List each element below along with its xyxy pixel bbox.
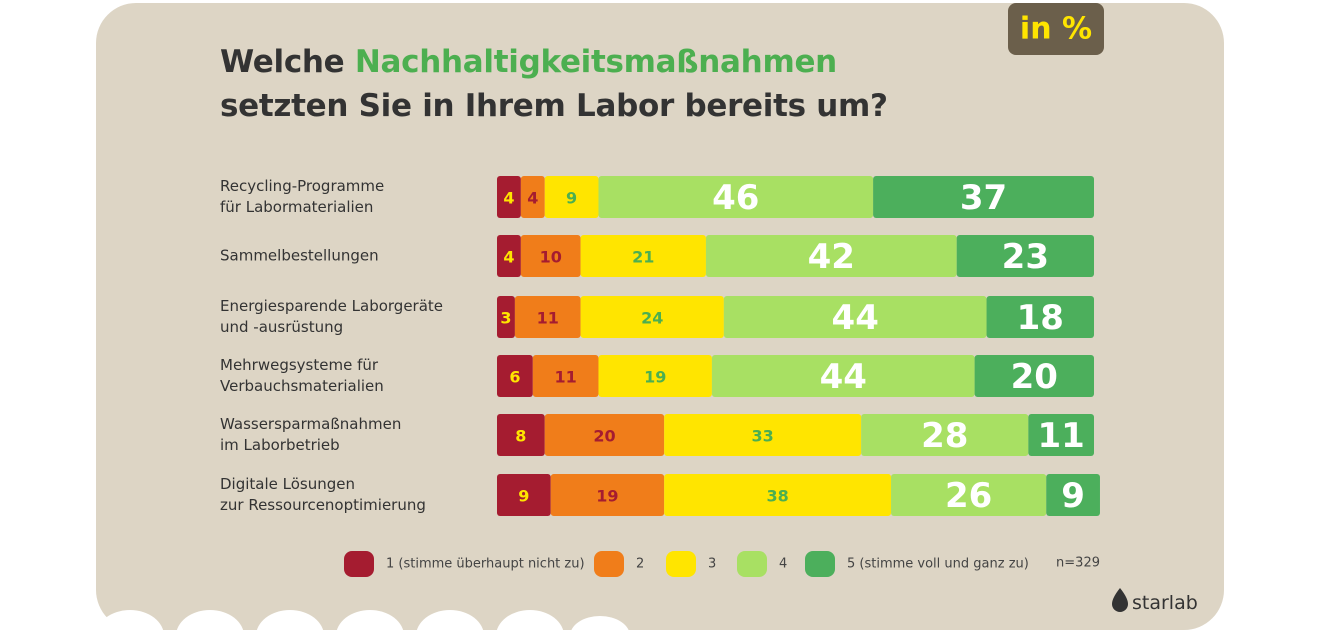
title-part: Welche [220,44,355,80]
category-label: Energiesparende Laborgeräte und -ausrüst… [220,297,444,336]
value-label: 20 [593,427,615,446]
legend-label: 4 [779,557,787,572]
value-label: 6 [509,368,520,387]
bar-segment [580,235,706,277]
bar-segment [520,235,581,277]
legend-swatch [666,551,696,577]
value-label: 18 [1017,298,1064,338]
value-label: 42 [808,237,855,277]
value-label: 10 [540,248,562,267]
value-label: 37 [960,178,1007,218]
legend-swatch [594,551,624,577]
badge [1008,3,1104,55]
value-label: 19 [644,368,666,387]
value-label: 23 [1002,237,1049,277]
value-label: 4 [527,189,538,208]
value-label: 44 [832,298,879,338]
bar-segment [532,355,599,397]
value-label: 21 [632,248,654,267]
bar-segment [544,414,665,456]
bar-segment [520,176,545,218]
bar-segment [497,355,533,397]
value-label: 46 [712,178,759,218]
value-label: 4 [503,189,514,208]
bar-segment [580,296,724,338]
bar-segment [497,296,515,338]
bar-segment [598,176,874,218]
value-label: 38 [766,487,788,506]
category-label: Digitale Lösungen zur Ressourcenoptimier… [220,475,426,514]
value-label: 11 [555,368,577,387]
logo-icon [1112,588,1128,612]
bar-segment [1046,474,1100,516]
bar-segment [514,296,581,338]
value-label: 33 [752,427,774,446]
value-label: 44 [820,357,867,397]
value-label: 28 [921,416,968,456]
value-label: 9 [1061,476,1085,516]
bar-segment [891,474,1047,516]
unit-badge: in % [1020,12,1092,47]
value-label: 9 [566,189,577,208]
legend-swatch [805,551,835,577]
bar-segment [711,355,975,397]
bar-segment [723,296,987,338]
bar-segment [664,474,892,516]
brand: starlab [1132,592,1198,614]
bar-segment [873,176,1094,218]
category-label: Sammelbestellungen [220,246,379,265]
legend-label: 3 [708,557,716,572]
bar-segment [974,355,1094,397]
bar-segment [598,355,712,397]
value-label: 24 [641,309,663,328]
category-label: Mehrwegsysteme für Verbauchsmaterialien [220,356,384,395]
title: Welche Nachhaltigkeitsmaßnahmen setzten S… [220,40,888,128]
bar-segment [861,414,1029,456]
legend-swatch [737,551,767,577]
value-label: 4 [503,248,514,267]
bar-segment [497,414,545,456]
bar-segment [986,296,1094,338]
bar-segment [544,176,599,218]
bar-segment [497,474,551,516]
bar-segment [664,414,862,456]
value-label: 11 [537,309,559,328]
value-label: 3 [500,309,511,328]
value-label: 20 [1011,357,1058,397]
value-label: 11 [1038,416,1085,456]
title-highlight: Nachhaltigkeitsmaßnahmen [354,44,837,80]
category-label: Wassersparmaßnahmen im Laborbetrieb [220,415,402,454]
bar-segment [1028,414,1094,456]
bar-segment [497,235,521,277]
legend-label: 1 (stimme überhaupt nicht zu) [386,557,585,572]
note: n=329 [1056,556,1100,571]
value-label: 8 [515,427,526,446]
legend-swatch [344,551,374,577]
value-label: 26 [945,476,992,516]
bar-segment [497,176,521,218]
legend-label: 5 (stimme voll und ganz zu) [847,557,1029,572]
title-part: setzten Sie in Ihrem Labor bereits um? [220,88,888,124]
bar-segment [705,235,957,277]
value-label: 19 [596,487,618,506]
wave [96,610,630,636]
legend-label: 2 [636,557,644,572]
bar-segment [956,235,1094,277]
category-label: Recycling-Programme für Labormaterialien [220,177,385,216]
value-label: 9 [518,487,529,506]
bar-segment [550,474,665,516]
